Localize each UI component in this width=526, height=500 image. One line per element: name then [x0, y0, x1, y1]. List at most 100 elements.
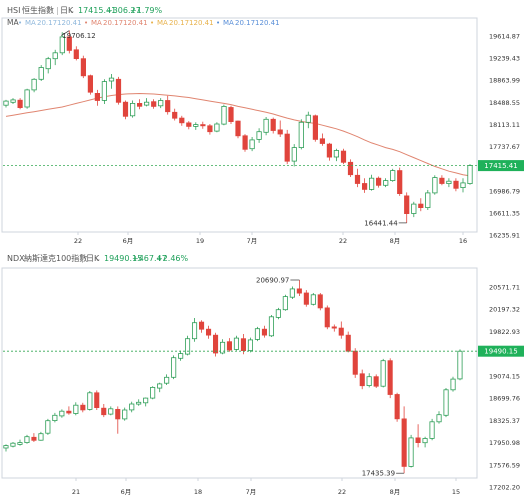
- hsi-y-tick-label: 18863.99: [489, 77, 520, 85]
- candle: [38, 431, 44, 441]
- ma-legend-name: MA: [91, 19, 102, 27]
- candle-body-up: [3, 100, 9, 106]
- candle: [151, 99, 157, 109]
- candle: [319, 133, 326, 146]
- candle: [425, 190, 431, 210]
- candle: [200, 121, 206, 129]
- candle: [359, 369, 365, 390]
- candle: [122, 407, 128, 421]
- candle: [361, 178, 368, 193]
- hsi-period: 日K: [60, 6, 74, 15]
- candle: [31, 433, 37, 442]
- candle-body-down: [165, 100, 171, 113]
- candle-body-up: [247, 339, 254, 351]
- candle-body-up: [460, 182, 466, 188]
- candle: [394, 392, 400, 422]
- candle-body-down: [186, 122, 192, 127]
- hsi-x-tick-label: 19: [196, 237, 204, 245]
- candle: [375, 176, 382, 188]
- candle: [233, 335, 240, 351]
- candle: [205, 325, 212, 339]
- candle-body-up: [38, 67, 44, 80]
- candle-body-up: [136, 401, 142, 405]
- candle: [80, 55, 86, 79]
- candle-body-down: [261, 328, 267, 336]
- candle: [418, 198, 424, 212]
- candle-body-down: [324, 307, 330, 328]
- candle-body-up: [289, 288, 295, 298]
- ma-legend-value: 20.17120.41: [37, 19, 82, 27]
- hsi-candles: [3, 30, 473, 223]
- candle: [165, 95, 171, 115]
- candle: [87, 74, 93, 95]
- candle-body-down: [80, 404, 86, 411]
- candle-body-up: [221, 106, 227, 125]
- candle: [80, 402, 86, 413]
- ndx-y-tick-label: 20571.71: [489, 284, 520, 292]
- candle: [383, 178, 389, 188]
- candle-body-up: [3, 445, 9, 449]
- candle: [164, 374, 170, 385]
- candle: [345, 331, 351, 353]
- candle: [73, 46, 79, 61]
- candle: [282, 294, 288, 311]
- ndx-x-tick-label: 22: [338, 488, 346, 496]
- candle: [289, 286, 295, 299]
- candle-body-down: [347, 161, 354, 176]
- ndx-change: +467.47: [132, 254, 167, 263]
- candle-body-up: [17, 442, 23, 445]
- candle-body-down: [317, 294, 323, 309]
- candle-body-down: [115, 408, 121, 420]
- candle-body-up: [214, 123, 220, 132]
- candle: [178, 350, 184, 361]
- candle-body-down: [375, 177, 382, 186]
- candle: [270, 117, 276, 134]
- candle-body-up: [193, 124, 199, 127]
- hsi-high-marker: 19706.12: [61, 30, 96, 40]
- candle: [254, 326, 261, 342]
- candle: [467, 164, 473, 185]
- candle: [115, 76, 122, 105]
- candle: [87, 391, 93, 411]
- hsi-ma-line: [5, 92, 471, 177]
- candle-body-down: [115, 78, 122, 103]
- candle-body-down: [228, 107, 234, 123]
- candle: [352, 348, 358, 378]
- ndx-period-chevron-icon[interactable]: ⌄: [95, 255, 101, 263]
- candle-body-down: [312, 115, 319, 140]
- candle: [17, 439, 23, 446]
- candle: [443, 388, 449, 418]
- candle: [310, 293, 316, 306]
- ndx-y-tick-label: 18699.76: [489, 395, 520, 403]
- candle: [354, 168, 361, 188]
- candle: [291, 144, 297, 167]
- candle-body-down: [453, 180, 459, 189]
- candle-body-down: [331, 326, 337, 329]
- candle: [219, 339, 226, 355]
- hsi-change: +306.27: [106, 6, 141, 15]
- hsi-ma-label: MA: [7, 18, 19, 27]
- hsi-period-chevron-icon[interactable]: ⌄: [69, 7, 75, 15]
- candle-body-up: [38, 433, 44, 441]
- candle-body-up: [333, 150, 340, 158]
- candle: [129, 401, 135, 413]
- candle: [242, 134, 248, 152]
- hsi-y-axis: 19614.87 19239.43 18863.99 18488.55 18113.11…: [489, 33, 520, 240]
- candle: [408, 434, 414, 468]
- candle-body-up: [446, 180, 452, 184]
- candle: [401, 406, 407, 474]
- ndx-y-tick-label: 17202.20: [489, 484, 520, 492]
- ndx-x-tick-label: 8月: [390, 488, 401, 496]
- ndx-high-label: 20690.97: [256, 277, 289, 285]
- ndx-last-price: 19490.15: [104, 254, 142, 263]
- hsi-plot-frame: [1, 17, 478, 233]
- candle-body-up: [143, 101, 150, 106]
- candle: [446, 178, 452, 188]
- candle: [305, 111, 311, 129]
- hsi-y-tick-label: 16611.35: [489, 209, 520, 217]
- candle: [94, 390, 100, 410]
- ma-legend-name: MA: [157, 19, 168, 27]
- candle: [52, 412, 58, 423]
- hsi-price-tag-text: 17415.41: [484, 162, 517, 170]
- candle-body-up: [171, 357, 177, 378]
